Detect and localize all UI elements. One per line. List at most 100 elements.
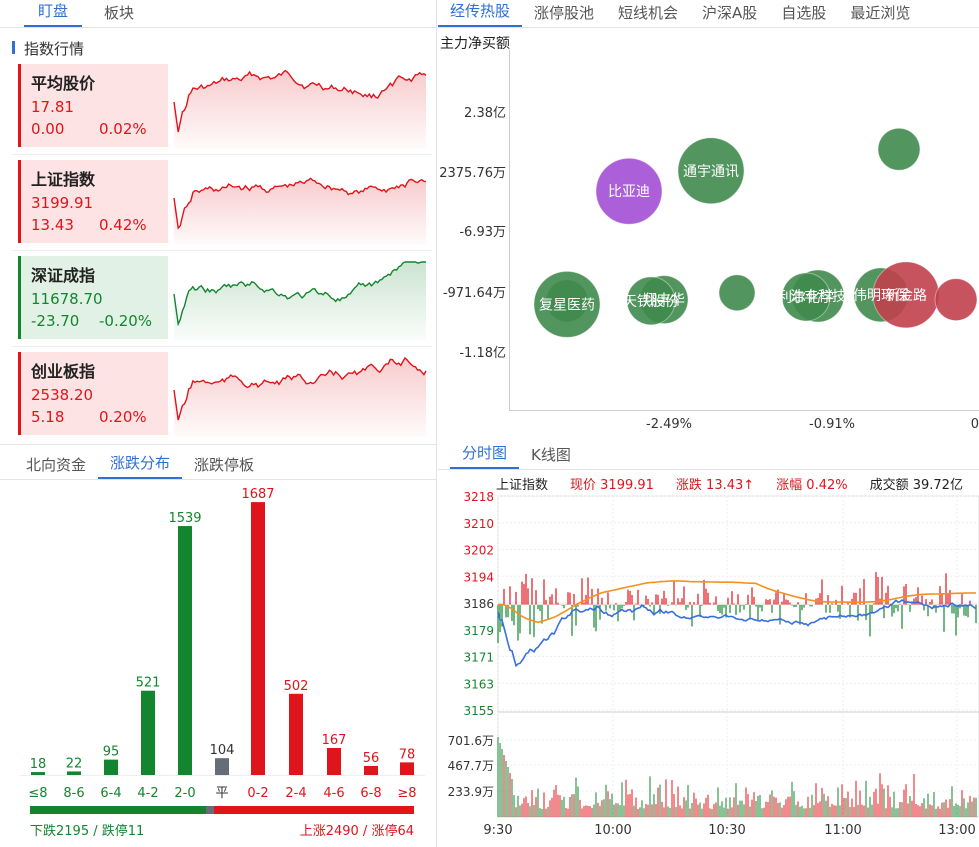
bubble-point xyxy=(718,274,756,312)
dist-bar-value: 78 xyxy=(399,747,416,762)
tab-kline[interactable]: K线图 xyxy=(531,446,571,464)
bubble-point xyxy=(677,137,745,205)
intraday-y-tick: 3179 xyxy=(463,624,494,638)
dist-bar xyxy=(67,771,81,775)
dist-bar-value: 521 xyxy=(136,676,161,691)
intraday-y-tick: 3210 xyxy=(463,517,494,531)
index-card[interactable]: 深证成指 11678.70 -23.70 -0.20% xyxy=(18,256,168,339)
sparkline-line xyxy=(173,177,427,230)
sparkline-area xyxy=(174,358,426,436)
bubble-label: 比亚迪 xyxy=(608,184,650,200)
ratio-up-segment xyxy=(214,806,414,814)
index-price: 3199.91 xyxy=(31,194,94,212)
bubble-y-tick: 2375.76万 xyxy=(439,166,506,181)
up-down-ratio-bar xyxy=(30,806,414,814)
tab-watch[interactable]: 盯盘 xyxy=(24,0,83,27)
bubble-ylabel: 主力净买额 xyxy=(440,36,510,52)
index-sparkline xyxy=(173,261,426,340)
intraday-x-tick: 10:30 xyxy=(708,823,745,838)
dist-category-label: ≥8 xyxy=(397,786,416,801)
dist-category-label: 4-6 xyxy=(323,786,344,801)
index-change: 13.43 xyxy=(31,216,74,234)
intraday-y-tick: 3171 xyxy=(463,651,494,665)
bubble-point xyxy=(934,278,978,322)
index-pct: 0.02% xyxy=(99,120,147,138)
sparkline-line xyxy=(173,69,427,133)
dist-bar xyxy=(327,747,341,775)
bubble-label: 天铁股份 xyxy=(623,294,679,310)
tab-right-3[interactable]: 沪深A股 xyxy=(702,4,758,22)
dist-bar-value: 104 xyxy=(210,743,235,758)
volume-y-tick: 701.6万 xyxy=(448,734,494,748)
intraday-y-tick: 3163 xyxy=(463,677,494,691)
dist-bar-value: 1687 xyxy=(241,487,274,502)
sparkline-area xyxy=(174,178,426,244)
bubble-y-tick: 2.38亿 xyxy=(464,106,506,121)
tab-northbound[interactable]: 北向资金 xyxy=(26,456,87,474)
volume-y-tick: 467.7万 xyxy=(448,759,494,773)
right-tabs: 经传热股 涨停股池 短线机会 沪深A股 自选股 最近浏览 xyxy=(438,0,979,28)
tab-distribution[interactable]: 涨跌分布 xyxy=(98,452,183,479)
intraday-x-tick: 10:00 xyxy=(594,823,631,838)
sparkline-area xyxy=(174,262,426,340)
intraday-x-tick: 11:00 xyxy=(824,823,861,838)
dist-bar xyxy=(31,772,45,775)
dist-bar xyxy=(104,759,118,775)
intraday-header: 上证指数 现价 3199.91 涨跌 13.43↑ 涨幅 0.42% 成交额 3… xyxy=(496,474,963,493)
index-name: 平均股价 xyxy=(31,74,96,93)
intraday-price-line xyxy=(497,599,977,668)
down-count: 下跌2195 / 跌停11 xyxy=(30,824,145,839)
up-count: 上涨2490 / 涨停64 xyxy=(299,824,414,839)
bubble-label: 翔丰华 xyxy=(643,293,685,309)
dist-bar xyxy=(400,762,414,775)
tab-right-4[interactable]: 自选股 xyxy=(781,4,827,22)
left-panel: 盯盘 板块 指数行情 平均股价 17.81 0.00 0.02% 上证指数 3199.91… xyxy=(0,0,437,847)
bubble-x-tick: -0.91% xyxy=(809,417,855,432)
tab-sector[interactable]: 板块 xyxy=(104,4,135,22)
intraday-x-tick: 13:00 xyxy=(938,823,975,838)
index-sparkline xyxy=(173,177,427,244)
index-card[interactable]: 创业板指 2538.20 5.18 0.20% xyxy=(18,352,168,435)
dist-bar-value: 56 xyxy=(363,751,380,766)
dist-bar-value: 502 xyxy=(284,679,309,694)
bubble-label: 伟明环保 xyxy=(853,288,909,304)
bubble-point xyxy=(595,157,663,225)
index-name: 创业板指 xyxy=(31,362,96,381)
index-sparkline xyxy=(173,356,427,436)
index-card[interactable]: 平均股价 17.81 0.00 0.02% xyxy=(18,64,168,147)
bubble-point xyxy=(877,127,921,171)
bubble-point xyxy=(781,272,831,322)
intraday-y-tick: 3202 xyxy=(463,544,494,558)
bubble-label: 浩丰科技 xyxy=(790,289,846,305)
intraday-y-tick: 3194 xyxy=(463,570,494,584)
intraday-pct: 涨幅 0.42% xyxy=(776,478,848,493)
tab-right-0[interactable]: 经传热股 xyxy=(438,0,523,27)
intraday-avg-line xyxy=(497,580,977,624)
intraday-volume: 成交额 39.72亿 xyxy=(869,478,963,493)
index-price: 11678.70 xyxy=(31,290,103,308)
dist-bar-value: 95 xyxy=(103,745,120,760)
bubble-label: 利尔化学 xyxy=(778,290,834,306)
tab-right-2[interactable]: 短线机会 xyxy=(618,4,679,22)
dist-category-label: 2-4 xyxy=(285,786,306,801)
index-pct: 0.42% xyxy=(99,216,147,234)
sparkline-area xyxy=(174,70,426,148)
sparkline-line xyxy=(173,356,427,421)
index-change: 0.00 xyxy=(31,120,65,138)
intraday-price: 现价 3199.91 xyxy=(570,478,654,493)
bubble-x-tick: 0 xyxy=(971,417,979,432)
tab-right-1[interactable]: 涨停股池 xyxy=(534,4,595,22)
ratio-down-segment xyxy=(30,806,207,814)
tab-limit-board[interactable]: 涨跌停板 xyxy=(194,456,255,474)
dist-bar xyxy=(141,690,155,775)
tab-intraday[interactable]: 分时图 xyxy=(450,442,520,469)
dist-category-label: 6-4 xyxy=(100,786,121,801)
intraday-y-tick: 3186 xyxy=(463,597,494,611)
chart-tabs: 分时图 K线图 xyxy=(438,440,979,470)
left-tabs: 盯盘 板块 xyxy=(0,0,437,28)
sparkline-line xyxy=(173,261,426,327)
dist-bar xyxy=(364,765,378,775)
intraday-index-name: 上证指数 xyxy=(496,478,549,493)
index-card[interactable]: 上证指数 3199.91 13.43 0.42% xyxy=(18,160,168,243)
tab-right-5[interactable]: 最近浏览 xyxy=(850,4,911,22)
